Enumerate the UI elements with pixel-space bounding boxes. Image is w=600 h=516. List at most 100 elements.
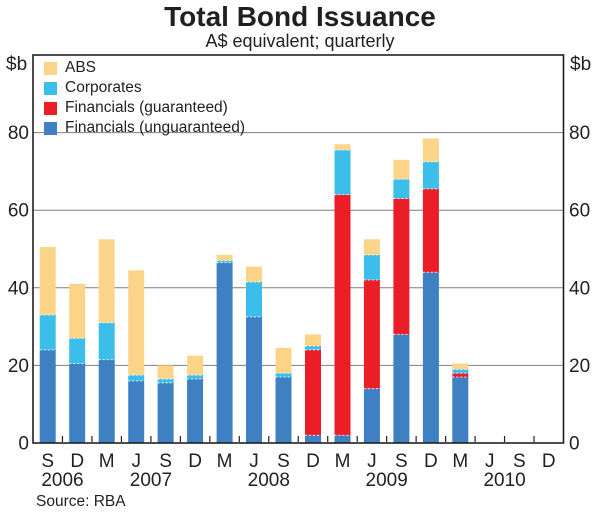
bar-0-S-abs (39, 247, 56, 315)
bar-9-D-financials-guaranteed (305, 349, 321, 436)
bar-14-M-financials-unguaranteed (452, 377, 469, 443)
bar-13-D-financials-unguaranteed (422, 272, 439, 443)
y-tick-label-left-0: 0 (18, 434, 29, 455)
bar-12-S-financials-guaranteed (393, 198, 410, 335)
legend-item-financials-unguaranteed: Financials (unguaranteed) (44, 120, 245, 136)
bar-5-D-corporates (187, 375, 204, 379)
y-tick-label-left-60: 60 (8, 201, 29, 222)
bar-9-D-corporates (305, 346, 321, 350)
bar-10-M-corporates (334, 150, 351, 195)
bar-0-S-corporates (39, 315, 56, 350)
x-tick-label-1: D (70, 451, 84, 472)
bar-3-J-corporates (128, 375, 145, 381)
bar-8-S-abs (275, 347, 292, 374)
bar-2-M-corporates (98, 322, 115, 360)
legend-label-abs: ABS (65, 59, 97, 76)
x-tick-label-14: M (452, 451, 468, 472)
legend: ABS Corporates Financials (guaranteed) F… (44, 60, 245, 140)
x-tick-label-5: D (188, 451, 202, 472)
bar-0-S-financials-unguaranteed (39, 349, 56, 443)
x-tick-label-4: S (159, 451, 172, 472)
bar-1-D-abs (69, 283, 86, 339)
corporates-swatch-icon (44, 81, 57, 95)
x-tick-label-10: M (335, 451, 351, 472)
abs-swatch-icon (44, 61, 57, 75)
bar-9-D-financials-unguaranteed (305, 435, 321, 443)
bar-4-S-abs (157, 365, 174, 379)
x-tick-label-15: J (485, 451, 495, 472)
bar-7-J-corporates (246, 282, 262, 317)
bar-6-M-corporates (216, 260, 233, 263)
bar-1-D-financials-unguaranteed (69, 363, 86, 443)
financials-unguaranteed-swatch-icon (44, 121, 57, 135)
bar-13-D-corporates (422, 161, 439, 189)
plot-border (32, 54, 565, 444)
bar-14-M-abs (452, 363, 469, 370)
bar-8-S-corporates (275, 373, 292, 378)
x-tick-label-9: D (306, 451, 320, 472)
bar-10-M-abs (334, 144, 351, 150)
bar-8-S-financials-unguaranteed (275, 377, 292, 443)
bar-2-M-abs (98, 239, 115, 323)
year-label-2006: 2006 (41, 470, 83, 491)
x-tick-label-11: J (367, 451, 377, 472)
bar-1-D-corporates (69, 338, 86, 364)
y-tick-label-left-80: 80 (8, 123, 29, 144)
bar-11-J-abs (363, 239, 380, 255)
bar-6-M-financials-unguaranteed (216, 262, 233, 443)
bar-11-J-corporates (363, 254, 380, 280)
financials-guaranteed-swatch-icon (44, 101, 57, 115)
bar-14-M-financials-guaranteed (452, 373, 469, 378)
bar-5-D-abs (187, 355, 204, 376)
y-tick-label-right-80: 80 (569, 123, 590, 144)
x-tick-label-17: D (542, 451, 556, 472)
bar-13-D-abs (422, 138, 439, 162)
legend-item-financials-guaranteed: Financials (guaranteed) (44, 100, 245, 116)
year-label-2010: 2010 (483, 470, 525, 491)
bar-14-M-corporates (452, 369, 469, 374)
y-axis-unit-left: $b (6, 54, 28, 75)
bar-4-S-corporates (157, 379, 174, 383)
year-label-2009: 2009 (366, 470, 408, 491)
legend-item-corporates: Corporates (44, 80, 245, 96)
page-title: Total Bond Issuance (164, 1, 436, 32)
y-tick-label-right-40: 40 (569, 278, 590, 299)
x-tick-label-3: J (131, 451, 141, 472)
bar-5-D-financials-unguaranteed (187, 379, 204, 443)
bar-9-D-abs (305, 334, 321, 346)
bar-7-J-financials-unguaranteed (246, 316, 262, 443)
bar-10-M-financials-unguaranteed (334, 435, 351, 443)
x-tick-label-2: M (99, 451, 115, 472)
source-note: Source: RBA (36, 493, 126, 510)
y-tick-label-right-20: 20 (569, 356, 590, 377)
x-tick-label-12: S (395, 451, 408, 472)
y-axis-unit-right: $b (570, 54, 592, 75)
y-tick-label-right-0: 0 (569, 434, 580, 455)
x-tick-label-16: S (513, 451, 526, 472)
bar-3-J-financials-unguaranteed (128, 380, 145, 443)
y-tick-label-left-20: 20 (8, 356, 29, 377)
y-tick-label-right-60: 60 (569, 201, 590, 222)
bar-4-S-financials-unguaranteed (157, 382, 174, 443)
bar-10-M-financials-guaranteed (334, 194, 351, 436)
legend-item-abs: ABS (44, 60, 245, 76)
year-label-2007: 2007 (130, 470, 172, 491)
legend-label-financials-unguaranteed: Financials (unguaranteed) (65, 119, 246, 136)
year-label-2008: 2008 (248, 470, 290, 491)
bar-12-S-abs (393, 159, 410, 180)
bar-13-D-financials-guaranteed (422, 188, 439, 273)
bar-7-J-abs (246, 266, 262, 282)
bar-12-S-corporates (393, 179, 410, 199)
x-tick-label-7: J (249, 451, 259, 472)
legend-label-financials-guaranteed: Financials (guaranteed) (65, 99, 228, 116)
x-tick-label-13: D (424, 451, 438, 472)
y-tick-label-left-40: 40 (8, 278, 29, 299)
bar-11-J-financials-guaranteed (363, 280, 380, 389)
x-tick-label-8: S (277, 451, 290, 472)
chart-subtitle: A$ equivalent; quarterly (205, 31, 395, 51)
bar-6-M-abs (216, 254, 233, 261)
bar-3-J-abs (128, 270, 145, 376)
bar-11-J-financials-unguaranteed (363, 388, 380, 443)
legend-label-corporates: Corporates (65, 79, 142, 96)
